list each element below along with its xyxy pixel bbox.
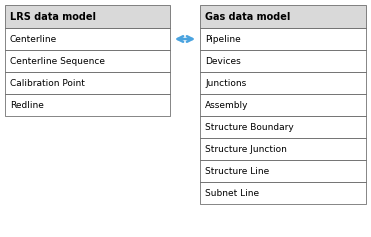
Text: Devices: Devices [205, 56, 241, 65]
Bar [200, 160, 366, 182]
Text: LRS data model: LRS data model [10, 12, 96, 22]
Text: Structure Line: Structure Line [205, 167, 269, 176]
Bar [200, 116, 366, 138]
Text: Subnet Line: Subnet Line [205, 188, 259, 197]
Bar [200, 72, 366, 94]
Text: Assembly: Assembly [205, 100, 249, 109]
Text: Calibration Point: Calibration Point [10, 78, 85, 87]
Bar [5, 50, 170, 72]
Bar [200, 50, 366, 72]
Text: Pipeline: Pipeline [205, 35, 241, 44]
Text: Centerline: Centerline [10, 35, 57, 44]
Bar [5, 94, 170, 116]
Text: Junctions: Junctions [205, 78, 246, 87]
Text: Gas data model: Gas data model [205, 12, 290, 22]
Text: Structure Junction: Structure Junction [205, 145, 287, 154]
Bar [5, 5, 170, 28]
Text: Structure Boundary: Structure Boundary [205, 123, 294, 132]
Bar [200, 5, 366, 28]
Text: Centerline Sequence: Centerline Sequence [10, 56, 105, 65]
Bar [5, 28, 170, 50]
Bar [200, 138, 366, 160]
Bar [200, 94, 366, 116]
Bar [200, 182, 366, 204]
Text: Redline: Redline [10, 100, 44, 109]
Bar [200, 28, 366, 50]
Bar [5, 72, 170, 94]
